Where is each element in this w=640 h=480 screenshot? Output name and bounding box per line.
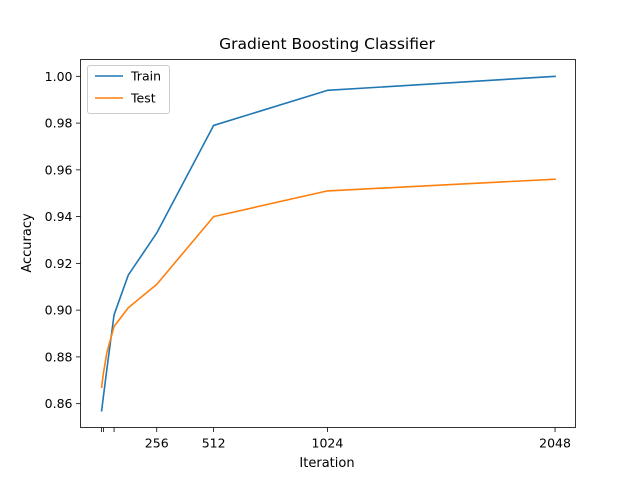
legend-box [87,65,170,114]
x-tick-label: 1024 [312,436,344,451]
legend-test-label: Test [130,91,156,106]
y-tick-label: 0.88 [45,349,73,364]
y-tick-label: 0.90 [45,303,73,318]
y-axis-ticks: 0.86 0.88 0.90 0.92 0.94 0.96 0.98 1.00 [45,69,81,411]
y-tick-label: 0.86 [45,396,73,411]
y-axis-label: Accuracy [20,213,35,273]
series-line-train [100,75,556,412]
series-line-test [100,178,556,389]
y-tick-label: 0.92 [45,256,73,271]
x-axis-ticks: 256 512 1024 2048 [101,427,571,451]
x-tick-label: 2048 [539,436,571,451]
chart-title: Gradient Boosting Classifier [219,35,435,53]
x-axis-label: Iteration [299,456,354,471]
y-tick-label: 1.00 [45,69,73,84]
y-tick-label: 0.94 [45,209,73,224]
legend-train-label: Train [130,69,161,84]
legend: Train Test [87,65,170,114]
plot-area [80,59,576,428]
axes-frame [80,59,576,428]
series-layer [100,75,556,412]
y-tick-label: 0.96 [45,162,73,177]
x-tick-label: 256 [145,436,169,451]
x-tick-label: 512 [202,436,226,451]
y-tick-label: 0.98 [45,116,73,131]
